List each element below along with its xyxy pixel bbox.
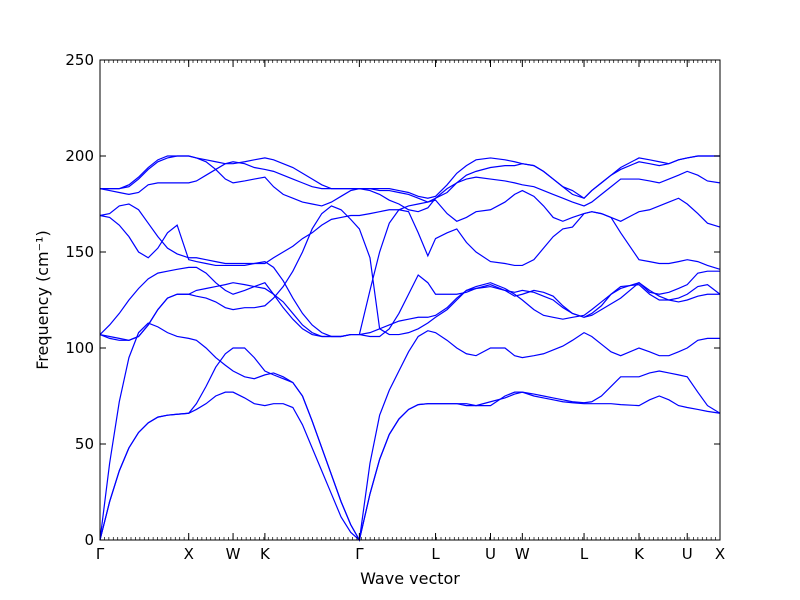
y-ticks: 0 50 100 150 200 250 [65, 51, 720, 549]
x-tick-label: Γ [96, 545, 105, 563]
x-tick-label: X [715, 545, 725, 563]
band-line-3 [99, 322, 720, 542]
x-tick-label: L [431, 545, 440, 563]
band-line-6 [99, 266, 720, 338]
band-line-11 [100, 155, 720, 200]
band-lines [99, 155, 721, 542]
x-tick-label: U [485, 545, 496, 563]
x-tick-label: K [260, 545, 271, 563]
y-axis-label: Frequency (cm⁻¹) [33, 230, 52, 369]
y-tick-label: 250 [65, 51, 94, 69]
x-tick-label: W [226, 545, 241, 563]
band-line-8 [99, 189, 721, 338]
x-axis-label: Wave vector [360, 569, 460, 588]
x-tick-label: U [682, 545, 693, 563]
plot-frame [99, 59, 721, 541]
x-tick-label: K [634, 545, 645, 563]
y-tick-label: 50 [75, 435, 94, 453]
x-tick-label: L [580, 545, 589, 563]
x-tick-label: X [184, 545, 194, 563]
band-line-4 [99, 205, 720, 341]
band-line-2 [99, 347, 721, 542]
y-tick-label: 100 [65, 339, 94, 357]
band-line-1 [99, 391, 721, 542]
x-tick-label: Γ [355, 545, 364, 563]
band-line-5 [99, 274, 721, 341]
x-tick-label: W [515, 545, 530, 563]
y-tick-label: 200 [65, 147, 94, 165]
y-tick-label: 0 [84, 531, 94, 549]
band-line-9 [99, 161, 721, 207]
band-line-7 [99, 209, 721, 270]
y-tick-label: 150 [65, 243, 94, 261]
